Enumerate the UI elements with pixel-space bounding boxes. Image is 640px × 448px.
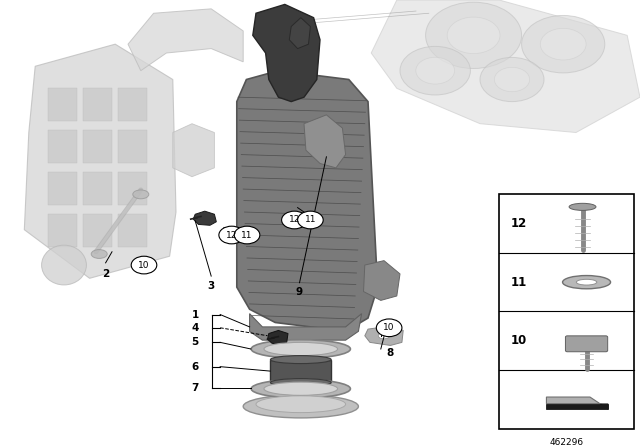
Text: 11: 11 (241, 231, 253, 240)
Text: 12: 12 (511, 217, 527, 230)
Polygon shape (48, 130, 77, 164)
Polygon shape (83, 88, 112, 121)
Text: 7: 7 (191, 383, 199, 393)
Ellipse shape (251, 340, 351, 358)
Text: 12: 12 (226, 231, 237, 240)
Text: 10: 10 (138, 261, 150, 270)
Ellipse shape (270, 356, 332, 364)
Polygon shape (83, 172, 112, 206)
Ellipse shape (576, 279, 596, 285)
Polygon shape (253, 4, 320, 102)
Text: 11: 11 (305, 215, 316, 224)
Polygon shape (24, 44, 176, 278)
Circle shape (540, 28, 586, 60)
Circle shape (282, 211, 307, 229)
Polygon shape (270, 360, 332, 383)
Ellipse shape (243, 395, 358, 418)
Circle shape (298, 211, 323, 229)
Polygon shape (118, 214, 147, 247)
Text: 462296: 462296 (549, 438, 584, 447)
Polygon shape (365, 326, 403, 345)
Circle shape (494, 67, 530, 92)
Circle shape (480, 57, 544, 102)
Ellipse shape (264, 382, 338, 396)
Circle shape (219, 226, 244, 244)
Polygon shape (118, 88, 147, 121)
Circle shape (234, 226, 260, 244)
Circle shape (426, 2, 522, 69)
Ellipse shape (256, 396, 346, 413)
Polygon shape (547, 397, 608, 409)
Polygon shape (268, 331, 288, 345)
Text: 12: 12 (289, 215, 300, 224)
Circle shape (447, 17, 500, 54)
FancyBboxPatch shape (499, 194, 634, 428)
Ellipse shape (133, 190, 149, 199)
Ellipse shape (264, 342, 338, 356)
Circle shape (131, 256, 157, 274)
Polygon shape (173, 124, 214, 177)
Polygon shape (304, 115, 346, 168)
Polygon shape (193, 211, 216, 225)
Circle shape (522, 16, 605, 73)
Polygon shape (118, 130, 147, 164)
Ellipse shape (42, 245, 86, 285)
Polygon shape (289, 17, 310, 48)
Circle shape (376, 319, 402, 336)
Text: 2: 2 (102, 269, 109, 279)
Text: 5: 5 (191, 337, 199, 347)
Ellipse shape (563, 276, 611, 289)
Text: 3: 3 (207, 281, 215, 291)
Text: 8: 8 (387, 349, 394, 358)
Text: 6: 6 (191, 362, 199, 372)
Polygon shape (547, 404, 608, 409)
Polygon shape (48, 214, 77, 247)
Polygon shape (118, 172, 147, 206)
Polygon shape (48, 88, 77, 121)
Polygon shape (237, 71, 378, 332)
Text: 10: 10 (383, 323, 395, 332)
Polygon shape (364, 261, 400, 301)
Ellipse shape (92, 250, 108, 258)
Circle shape (416, 57, 454, 84)
Ellipse shape (569, 203, 596, 211)
FancyBboxPatch shape (566, 336, 608, 352)
Ellipse shape (251, 379, 351, 398)
Polygon shape (83, 130, 112, 164)
Ellipse shape (270, 379, 332, 387)
Text: 9: 9 (296, 287, 303, 297)
Text: 1: 1 (191, 310, 199, 319)
Polygon shape (250, 314, 362, 340)
Polygon shape (48, 172, 77, 206)
Circle shape (400, 47, 470, 95)
Polygon shape (371, 0, 640, 133)
Polygon shape (83, 214, 112, 247)
Text: 10: 10 (511, 334, 527, 347)
Ellipse shape (378, 333, 390, 339)
Text: 11: 11 (511, 276, 527, 289)
Polygon shape (128, 9, 243, 71)
Text: 4: 4 (191, 323, 199, 333)
